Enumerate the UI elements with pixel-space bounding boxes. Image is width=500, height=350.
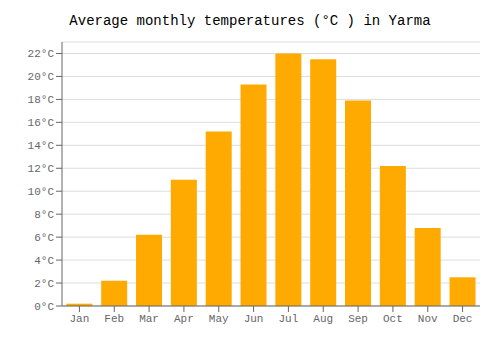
svg-text:Nov: Nov xyxy=(418,313,438,325)
html-text:Average monthly temperatures (: Average monthly temperatures (°C ) in Ya… xyxy=(69,13,431,29)
svg-text:18°C: 18°C xyxy=(28,94,55,106)
svg-text:4°C: 4°C xyxy=(34,255,54,267)
svg-text:6°C: 6°C xyxy=(34,232,54,244)
svg-text:Mar: Mar xyxy=(139,313,159,325)
svg-text:Jun: Jun xyxy=(244,313,264,325)
svg-text:Sep: Sep xyxy=(348,313,368,325)
svg-text:14°C: 14°C xyxy=(28,140,55,152)
svg-text:Feb: Feb xyxy=(104,313,124,325)
svg-text:Dec: Dec xyxy=(453,313,473,325)
svg-text:Jul: Jul xyxy=(279,313,299,325)
svg-text:8°C: 8°C xyxy=(34,209,54,221)
svg-text:20°C: 20°C xyxy=(28,71,55,83)
svg-text:2°C: 2°C xyxy=(34,278,54,290)
svg-text:0°C: 0°C xyxy=(34,301,54,313)
svg-text:Jan: Jan xyxy=(70,313,90,325)
svg-text:Apr: Apr xyxy=(174,313,194,325)
svg-text:Aug: Aug xyxy=(313,313,333,325)
svg-text:May: May xyxy=(209,313,229,325)
svg-text:12°C: 12°C xyxy=(28,163,55,175)
svg-text:Oct: Oct xyxy=(383,313,403,325)
svg-text:22°C: 22°C xyxy=(28,48,55,60)
svg-text:16°C: 16°C xyxy=(28,117,55,129)
svg-text:10°C: 10°C xyxy=(28,186,55,198)
